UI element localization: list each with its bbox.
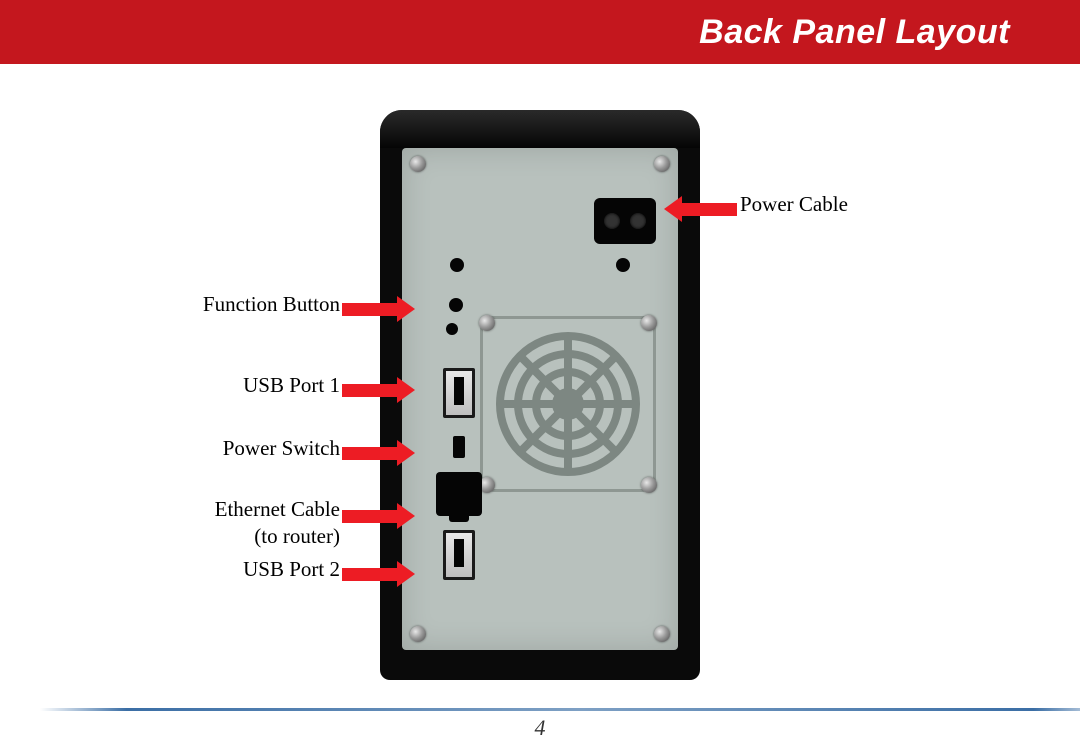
arrow-icon [664,196,737,222]
device-illustration [380,110,700,680]
usb-port-2-icon [443,530,475,580]
hole-icon [616,258,630,272]
hole-icon [450,258,464,272]
screw-icon [654,626,670,642]
usb-port-1-icon [443,368,475,418]
device-back-plate [402,148,678,650]
label-usb-port-2: USB Port 2 [243,557,340,582]
label-function-button: Function Button [203,292,340,317]
port-stack [434,368,484,580]
arrow-icon [342,296,415,322]
fan-housing [480,316,656,492]
label-ethernet-line1: Ethernet Cable [215,497,340,521]
power-inlet-icon [594,198,656,244]
screw-icon [410,626,426,642]
arrow-icon [342,561,415,587]
label-power-switch: Power Switch [223,436,340,461]
power-switch-icon [453,436,465,458]
screw-icon [641,315,657,331]
label-ethernet-line2: (to router) [254,524,340,548]
function-button-icon [449,298,463,312]
arrow-icon [342,503,415,529]
ethernet-port-icon [436,472,482,516]
screw-icon [654,156,670,172]
hole-icon [446,323,458,335]
footer-divider [40,708,1080,711]
screw-icon [641,477,657,493]
arrow-icon [342,440,415,466]
device-top-bezel [380,110,700,148]
page-number: 4 [0,715,1080,741]
screw-icon [410,156,426,172]
page-title: Back Panel Layout [699,13,1010,52]
fan-grill-icon [493,329,643,479]
arrow-icon [342,377,415,403]
header-bar: Back Panel Layout [0,0,1080,64]
label-ethernet: Ethernet Cable (to router) [215,496,340,551]
label-power-cable: Power Cable [740,192,848,217]
label-usb-port-1: USB Port 1 [243,373,340,398]
